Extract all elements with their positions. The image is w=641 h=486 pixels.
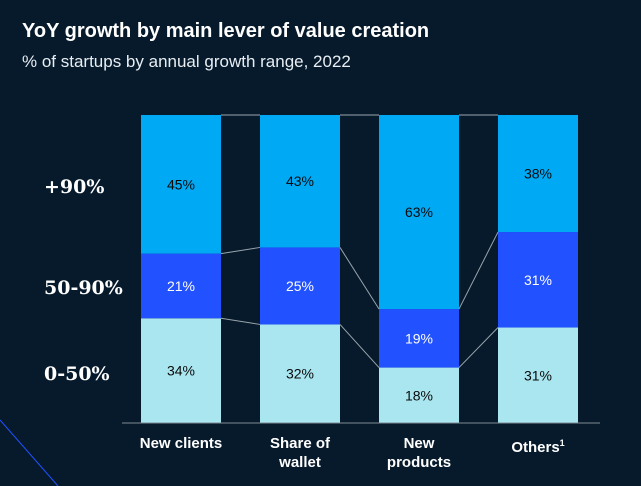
bar-segment [498, 327, 578, 423]
x-tick-label: Share of wallet [269, 435, 330, 471]
connector-line [339, 247, 380, 310]
data-label: 18% [405, 387, 433, 403]
data-label: 32% [286, 366, 314, 382]
connector-line [458, 327, 499, 368]
bar-segment [141, 318, 221, 423]
x-tick-label: New clients [139, 435, 223, 452]
data-label: 31% [524, 367, 552, 383]
chart-subtitle: % of startups by annual growth range, 20… [22, 52, 351, 71]
bar-segment [379, 309, 459, 368]
bar-segment [141, 115, 221, 254]
connector-line [220, 317, 261, 325]
data-label: 31% [524, 272, 552, 288]
bar-segment [379, 115, 459, 310]
legend-label-bottom: 0-50% [44, 363, 110, 385]
connector-line [458, 231, 499, 310]
data-label: 25% [286, 278, 314, 294]
bar-segment [498, 115, 578, 233]
legend-label-top: +90% [44, 176, 105, 198]
connector-line [220, 246, 261, 255]
connector-line [339, 324, 380, 368]
footnote-marker: 1 [559, 438, 565, 448]
data-label: 19% [405, 330, 433, 346]
data-label: 21% [167, 278, 195, 294]
legend-label-mid: 50-90% [44, 277, 123, 299]
decorative-line [0, 419, 59, 486]
bar-segment [141, 253, 221, 319]
bar-segment [498, 232, 578, 328]
bar-segment [260, 324, 340, 423]
x-tick-label: Others1 [511, 438, 565, 456]
bar-segment [260, 115, 340, 248]
data-label: 38% [524, 166, 552, 182]
bar-segment [379, 367, 459, 423]
data-label: 63% [405, 204, 433, 220]
data-label: 34% [167, 363, 195, 379]
data-label: 43% [286, 173, 314, 189]
chart-title: YoY growth by main lever of value creati… [22, 20, 430, 42]
x-tick-label: New products [386, 435, 452, 471]
bar-segment [260, 247, 340, 325]
data-label: 45% [167, 176, 195, 192]
